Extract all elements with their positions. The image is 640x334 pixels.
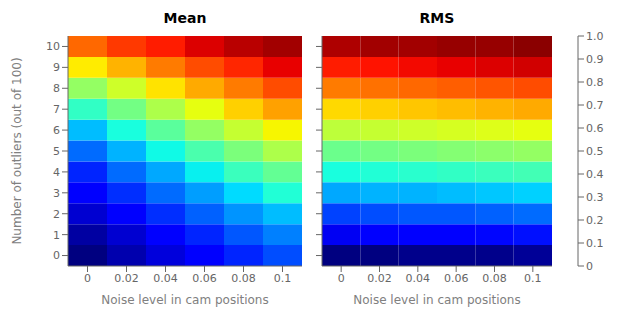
svg-text:0.7: 0.7 [586, 99, 604, 112]
svg-text:0.2: 0.2 [586, 214, 604, 227]
svg-text:0.04: 0.04 [406, 272, 431, 285]
svg-text:0.08: 0.08 [231, 272, 256, 285]
svg-text:4: 4 [53, 166, 60, 179]
svg-text:0.08: 0.08 [482, 272, 507, 285]
svg-text:0.04: 0.04 [153, 272, 178, 285]
svg-text:0: 0 [586, 260, 593, 273]
svg-text:Noise level in cam positions: Noise level in cam positions [101, 293, 268, 307]
svg-text:2: 2 [53, 208, 60, 221]
svg-text:3: 3 [53, 187, 60, 200]
svg-text:0.6: 0.6 [586, 122, 604, 135]
svg-text:0.9: 0.9 [586, 53, 604, 66]
svg-text:9: 9 [53, 61, 60, 74]
svg-text:1: 1 [53, 229, 60, 242]
svg-text:10: 10 [46, 40, 60, 53]
svg-text:0.5: 0.5 [586, 145, 604, 158]
svg-text:0: 0 [338, 272, 345, 285]
svg-text:Number of outliers (out of 100: Number of outliers (out of 100) [10, 57, 24, 244]
svg-text:8: 8 [53, 82, 60, 95]
svg-text:0.1: 0.1 [524, 272, 542, 285]
svg-text:0.06: 0.06 [192, 272, 217, 285]
html-text:RMS: RMS [419, 10, 455, 26]
svg-text:7: 7 [53, 103, 60, 116]
svg-text:6: 6 [53, 124, 60, 137]
html-text:Mean: Mean [163, 10, 207, 26]
svg-text:0.1: 0.1 [274, 272, 292, 285]
svg-text:0: 0 [84, 272, 91, 285]
svg-text:0.3: 0.3 [586, 191, 604, 204]
svg-text:0.4: 0.4 [586, 168, 604, 181]
svg-text:1.0: 1.0 [586, 30, 604, 43]
svg-text:0: 0 [53, 249, 60, 262]
svg-text:0.02: 0.02 [367, 272, 392, 285]
svg-text:0.06: 0.06 [444, 272, 469, 285]
svg-text:0.02: 0.02 [114, 272, 139, 285]
svg-text:0.8: 0.8 [586, 76, 604, 89]
svg-text:0.1: 0.1 [586, 237, 604, 250]
svg-text:Noise level in cam positions: Noise level in cam positions [353, 293, 520, 307]
svg-text:5: 5 [53, 145, 60, 158]
